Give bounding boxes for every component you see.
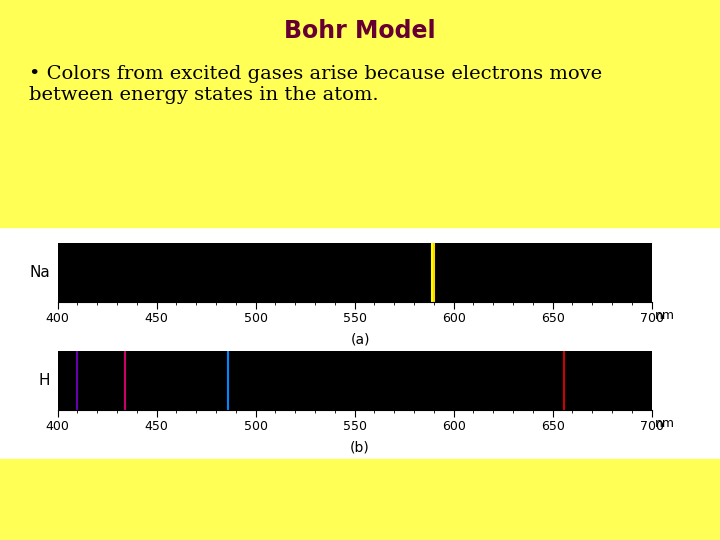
Text: H: H bbox=[39, 373, 50, 388]
Text: nm: nm bbox=[655, 309, 675, 322]
Text: (b): (b) bbox=[350, 440, 370, 454]
Text: Na: Na bbox=[30, 265, 50, 280]
Text: Bohr Model: Bohr Model bbox=[284, 19, 436, 43]
Text: • Colors from excited gases arise because electrons move
between energy states i: • Colors from excited gases arise becaus… bbox=[29, 65, 602, 104]
Text: nm: nm bbox=[655, 417, 675, 430]
Text: (a): (a) bbox=[350, 332, 370, 346]
